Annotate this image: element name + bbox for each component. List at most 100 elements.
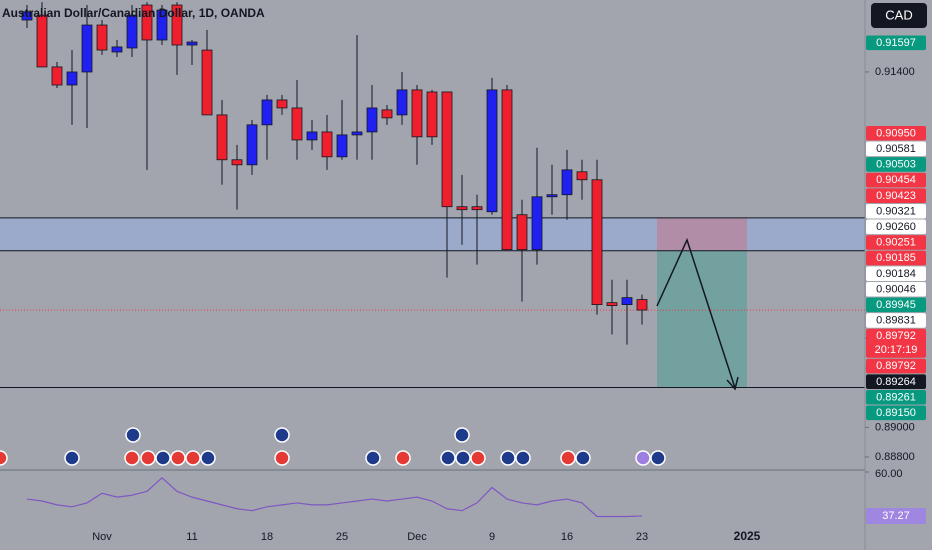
price-label-bg bbox=[866, 188, 926, 203]
price-label-bg bbox=[866, 172, 926, 188]
candle-body bbox=[621, 297, 633, 305]
price-label-bg bbox=[866, 297, 926, 313]
price-label-bg bbox=[866, 313, 926, 328]
price-label-bg bbox=[866, 219, 926, 235]
x-tick-label: 9 bbox=[489, 531, 495, 543]
event-icon bbox=[274, 427, 290, 443]
price-label: 0.90185 bbox=[876, 252, 916, 264]
event-icon bbox=[440, 450, 456, 466]
y-tick-label: 0.89000 bbox=[875, 421, 915, 433]
candle-body bbox=[156, 9, 168, 41]
event-icon bbox=[274, 450, 290, 466]
candle-body bbox=[231, 159, 243, 166]
stop-box bbox=[657, 217, 747, 251]
candle-body bbox=[51, 66, 63, 86]
price-label-bg bbox=[866, 35, 926, 51]
candle-body bbox=[636, 299, 648, 311]
event-icon bbox=[185, 450, 201, 466]
currency-button-bg[interactable] bbox=[871, 3, 927, 28]
event-icon bbox=[515, 450, 531, 466]
candle-body bbox=[456, 206, 468, 211]
candle-body bbox=[351, 131, 363, 136]
candle-body bbox=[66, 71, 78, 86]
candle-body bbox=[486, 89, 498, 213]
price-label: 0.90423 bbox=[876, 190, 916, 202]
candle-body bbox=[261, 99, 273, 126]
price-countdown: 20:17:19 bbox=[875, 344, 918, 356]
event-icon bbox=[455, 450, 471, 466]
price-label-bg bbox=[866, 328, 926, 358]
candle-body bbox=[216, 114, 228, 161]
x-tick-label: 11 bbox=[186, 531, 197, 543]
price-label: 0.89150 bbox=[876, 407, 916, 419]
candle-body bbox=[531, 196, 543, 251]
price-label: 0.90260 bbox=[876, 221, 916, 233]
candle-body bbox=[576, 171, 588, 181]
y-tick-label: 0.88800 bbox=[875, 451, 915, 463]
candle-body bbox=[396, 89, 408, 116]
price-label: 0.90046 bbox=[876, 283, 916, 295]
arrow-line bbox=[656, 237, 736, 389]
price-label: 0.90950 bbox=[876, 127, 916, 139]
candle-body bbox=[306, 131, 318, 141]
price-label-bg bbox=[866, 358, 926, 374]
candle-body bbox=[246, 124, 258, 166]
currency-button[interactable]: CAD bbox=[871, 3, 927, 28]
candle-body bbox=[141, 4, 153, 41]
event-icon bbox=[650, 450, 666, 466]
candle-body bbox=[501, 89, 513, 251]
price-label-bg bbox=[866, 250, 926, 266]
price-label-bg bbox=[866, 389, 926, 405]
price-label: 0.90321 bbox=[876, 205, 916, 217]
price-label: 0.89945 bbox=[876, 299, 916, 311]
candle-body bbox=[366, 107, 378, 133]
event-icon bbox=[140, 450, 156, 466]
event-icon bbox=[125, 427, 141, 443]
event-icon bbox=[64, 450, 80, 466]
candle-body bbox=[381, 109, 393, 119]
rsi-line bbox=[26, 476, 643, 518]
price-label-bg bbox=[866, 125, 926, 141]
candle-body bbox=[606, 302, 618, 307]
arrow-head bbox=[726, 376, 739, 391]
drawings bbox=[0, 217, 865, 389]
zone bbox=[0, 217, 865, 251]
price-label-bg bbox=[866, 235, 926, 250]
price-label: 0.90184 bbox=[876, 268, 916, 280]
event-icon bbox=[575, 450, 591, 466]
x-tick-label: 16 bbox=[561, 531, 573, 543]
candle-body bbox=[321, 131, 333, 158]
event-icon bbox=[155, 450, 171, 466]
price-label: 0.90581 bbox=[876, 143, 916, 155]
event-icon bbox=[170, 450, 186, 466]
candle-body bbox=[561, 169, 573, 196]
candle-body bbox=[441, 91, 453, 208]
candle-body bbox=[471, 206, 483, 211]
target-box bbox=[657, 250, 747, 388]
x-tick-label: 25 bbox=[336, 531, 348, 543]
rsi-value-bg bbox=[866, 507, 926, 524]
candle-body bbox=[96, 24, 108, 51]
candle-body bbox=[36, 14, 48, 68]
candle-body bbox=[111, 46, 123, 53]
event-icon bbox=[470, 450, 486, 466]
currency-label[interactable]: CAD bbox=[885, 7, 912, 22]
candle-body bbox=[516, 214, 528, 251]
price-label: 0.89792 bbox=[876, 330, 916, 342]
candle-body bbox=[426, 91, 438, 138]
candle-body bbox=[276, 99, 288, 109]
price-label: 0.90503 bbox=[876, 159, 916, 171]
candle-body bbox=[291, 107, 303, 141]
event-icon bbox=[635, 450, 651, 466]
price-label: 0.89792 bbox=[876, 360, 916, 372]
candle-body bbox=[411, 89, 423, 138]
event-icon bbox=[395, 450, 411, 466]
x-tick-label: 2025 bbox=[734, 529, 761, 543]
price-label-bg bbox=[866, 405, 926, 421]
price-label-bg bbox=[866, 203, 926, 219]
event-icon bbox=[500, 450, 516, 466]
price-label-bg bbox=[866, 374, 926, 389]
